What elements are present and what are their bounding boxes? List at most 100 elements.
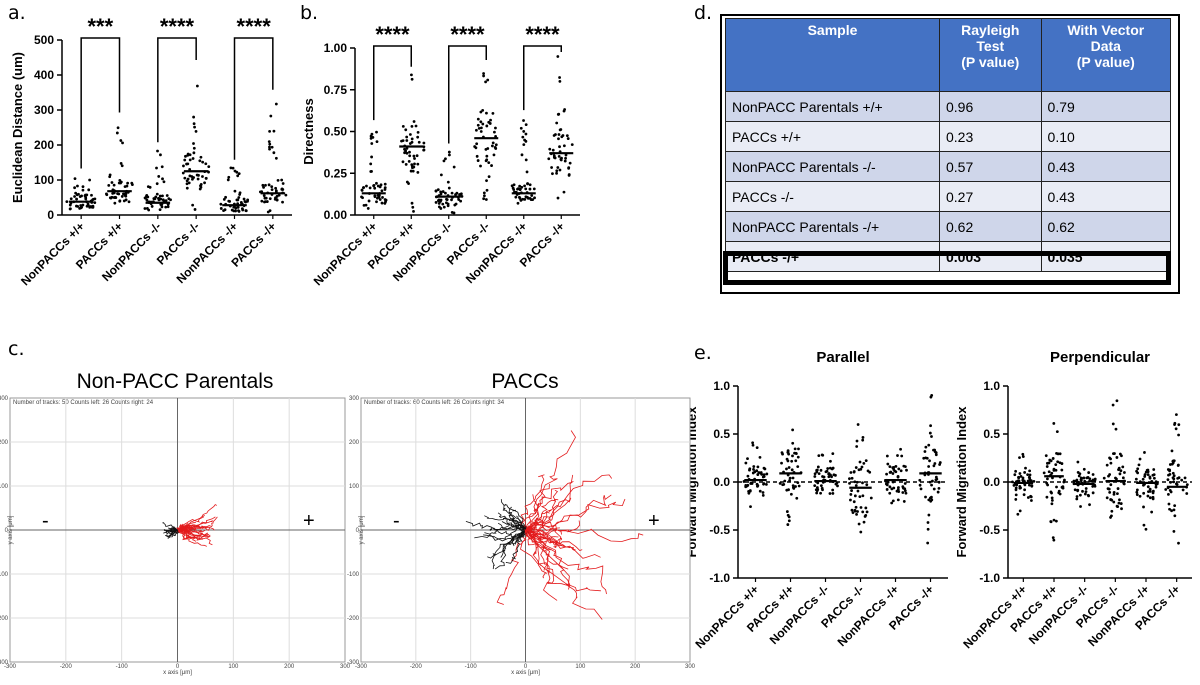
data-point — [816, 481, 820, 485]
data-point — [475, 142, 479, 146]
data-point — [188, 167, 192, 171]
data-point — [262, 194, 266, 197]
data-point — [439, 173, 443, 177]
data-point — [849, 493, 853, 496]
data-point — [475, 154, 479, 158]
cell-track — [177, 523, 189, 531]
data-point — [413, 157, 416, 160]
data-point — [1180, 478, 1184, 482]
data-point — [755, 469, 759, 473]
data-point — [65, 200, 69, 204]
data-point — [532, 187, 536, 191]
y-tick-label: 0.50 — [324, 125, 348, 139]
data-point — [789, 492, 793, 496]
data-point — [819, 491, 822, 495]
data-point — [75, 197, 78, 201]
data-point — [281, 182, 285, 185]
data-point — [262, 185, 265, 189]
data-point — [778, 481, 782, 485]
data-point — [1148, 496, 1152, 500]
data-point — [862, 520, 866, 524]
data-point — [378, 198, 382, 201]
data-point — [1166, 478, 1170, 482]
data-point — [204, 162, 208, 166]
data-point — [447, 150, 451, 154]
data-point — [897, 467, 901, 471]
data-point — [367, 199, 371, 203]
data-point — [752, 467, 755, 471]
data-point — [492, 153, 496, 157]
data-point — [1146, 494, 1150, 498]
data-point — [185, 186, 189, 190]
data-point — [1017, 476, 1021, 480]
data-point — [861, 438, 865, 442]
data-point — [116, 192, 119, 196]
data-point — [183, 158, 187, 162]
data-point — [762, 466, 766, 470]
data-point — [791, 484, 795, 488]
data-point — [518, 184, 522, 188]
data-point — [405, 151, 409, 155]
data-point — [1146, 485, 1150, 489]
data-point — [522, 130, 526, 133]
data-point — [111, 191, 115, 195]
data-point — [1147, 490, 1150, 494]
y-tick-label: 1.0 — [713, 379, 730, 393]
data-point — [857, 522, 861, 526]
data-point — [858, 460, 862, 464]
data-point — [487, 120, 491, 124]
data-point — [904, 491, 908, 495]
data-point — [819, 468, 823, 472]
data-point — [150, 205, 154, 208]
data-point — [112, 196, 116, 199]
data-point — [1030, 484, 1034, 487]
data-point — [1146, 470, 1150, 474]
data-point — [487, 161, 491, 165]
data-point — [1117, 468, 1120, 472]
data-point — [813, 484, 817, 488]
data-point — [1173, 421, 1177, 425]
data-point — [560, 135, 564, 139]
data-point — [454, 193, 457, 196]
data-point — [405, 146, 409, 150]
data-point — [410, 137, 414, 141]
y-tick-label: -0.5 — [979, 523, 1000, 537]
data-point — [930, 498, 934, 502]
data-point — [237, 209, 240, 213]
data-point — [1051, 457, 1055, 460]
data-point — [521, 135, 525, 139]
left-direction-label: - — [42, 510, 49, 532]
data-point — [1111, 422, 1115, 426]
data-point — [1142, 505, 1145, 509]
data-point — [161, 198, 165, 202]
data-point — [525, 170, 529, 174]
chart-title: Parallel — [816, 349, 869, 366]
data-point — [892, 486, 896, 490]
data-point — [756, 465, 760, 469]
data-point — [238, 191, 242, 195]
data-point — [268, 129, 271, 133]
y-axis-label: Directness — [301, 98, 316, 164]
data-point — [1085, 476, 1089, 480]
data-point — [474, 128, 478, 132]
cell-track — [525, 498, 626, 531]
data-point — [405, 135, 409, 139]
data-point — [512, 188, 516, 191]
data-point — [441, 190, 445, 193]
highlight-box — [723, 251, 1171, 285]
data-point — [869, 496, 873, 500]
data-point — [375, 200, 378, 204]
significance-label: *** — [87, 14, 113, 39]
data-point — [373, 194, 377, 198]
data-point — [1021, 455, 1025, 458]
y-tick-label: 200 — [349, 440, 360, 446]
data-point — [182, 164, 185, 168]
data-point — [1073, 488, 1077, 492]
data-point — [756, 484, 760, 487]
data-point — [899, 469, 903, 473]
data-point — [412, 120, 416, 123]
data-point — [786, 523, 790, 526]
data-point — [1030, 499, 1033, 502]
data-point — [162, 180, 166, 184]
data-point — [410, 77, 414, 81]
